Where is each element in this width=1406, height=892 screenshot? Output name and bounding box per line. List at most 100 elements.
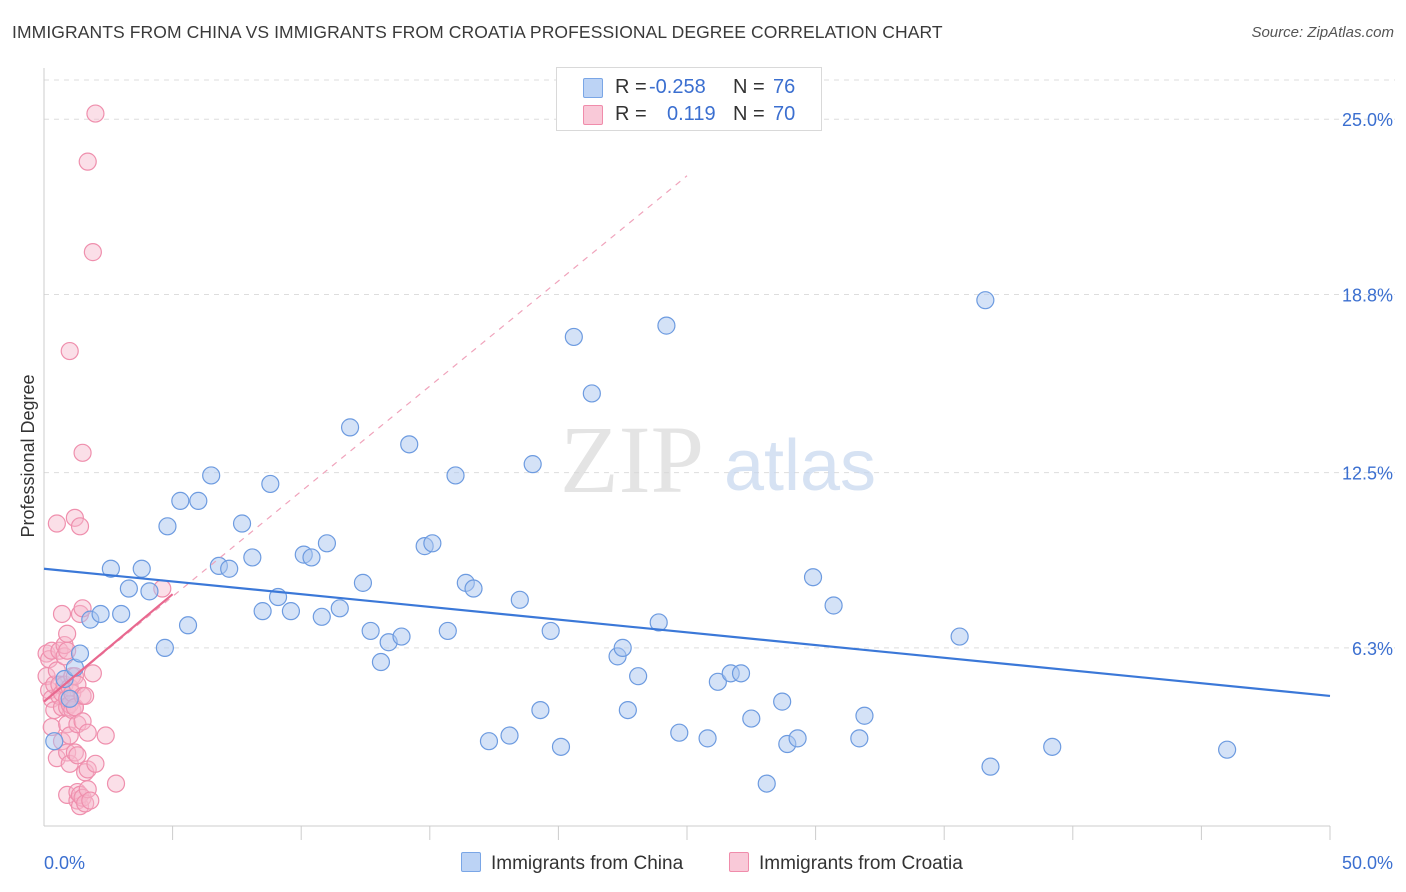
croatia-point — [86, 104, 105, 123]
croatia-n-value: 70 — [773, 103, 796, 125]
croatia-point — [70, 517, 90, 536]
china-point — [253, 602, 272, 621]
croatia-point — [81, 791, 100, 810]
china-point — [788, 729, 807, 748]
china-r-label: R = — [615, 76, 647, 98]
china-point — [119, 579, 138, 598]
china-point — [317, 534, 337, 553]
china-point — [824, 596, 843, 615]
china-point — [500, 726, 519, 745]
croatia-point — [73, 443, 92, 462]
china-point — [189, 491, 208, 510]
china-point — [618, 700, 637, 720]
china-point — [773, 692, 792, 711]
china-point — [202, 466, 221, 485]
china-point — [70, 644, 90, 663]
china-point — [158, 517, 177, 536]
croatia-point — [52, 604, 72, 624]
x-tick-label: 50.0% — [1342, 853, 1393, 873]
china-point — [629, 667, 648, 686]
croatia-point — [65, 508, 84, 527]
croatia-point — [78, 780, 97, 799]
china-point — [132, 559, 151, 578]
legend-china-swatch — [461, 852, 481, 872]
china-point — [312, 607, 331, 626]
china-point — [232, 514, 252, 533]
china-r-value: -0.258 — [649, 76, 706, 98]
china-point — [302, 548, 321, 567]
china-point — [541, 621, 560, 641]
croatia-points — [37, 104, 172, 816]
croatia-point — [106, 774, 126, 793]
china-point — [371, 652, 391, 672]
croatia-point — [47, 514, 66, 533]
stats-row-croatia: R = 0.119 N = 70 — [557, 101, 821, 129]
trend-lines — [43, 175, 1331, 703]
china-point — [803, 568, 823, 587]
croatia-trend-line — [43, 593, 174, 703]
x-tick-label: 0.0% — [44, 853, 85, 873]
croatia-point — [83, 664, 102, 683]
china-point — [112, 604, 131, 624]
y-tick-label: 6.3% — [1352, 639, 1393, 659]
china-point — [613, 638, 632, 657]
croatia-point — [83, 243, 102, 262]
legend-item-croatia[interactable]: Immigrants from Croatia — [729, 852, 963, 875]
china-point — [1218, 740, 1237, 759]
china-point — [850, 729, 869, 748]
croatia-point — [50, 641, 69, 660]
croatia-point — [68, 746, 87, 765]
china-point — [731, 664, 751, 683]
china-n-value: 76 — [773, 76, 796, 98]
china-point — [670, 723, 689, 742]
china-point — [55, 669, 74, 689]
china-point — [464, 579, 483, 598]
china-point — [649, 613, 668, 632]
china-point — [742, 709, 761, 728]
croatia-point — [60, 341, 79, 361]
china-point — [60, 689, 79, 708]
croatia-r-label: R = — [615, 103, 647, 125]
stats-row-china: R = -0.258 N = 76 — [557, 74, 821, 102]
legend-item-china[interactable]: Immigrants from China — [461, 852, 683, 875]
china-point — [101, 559, 120, 578]
china-point — [140, 582, 159, 601]
y-tick-label: 12.5% — [1342, 464, 1393, 484]
china-point — [976, 291, 995, 310]
china-point — [220, 559, 239, 578]
china-point — [551, 737, 571, 756]
croatia-point — [73, 712, 92, 731]
legend-croatia-label: Immigrants from Croatia — [759, 853, 963, 874]
croatia-point — [76, 794, 95, 813]
legend-croatia-swatch — [729, 852, 749, 872]
watermark-atlas: atlas — [724, 426, 876, 506]
croatia-point — [96, 726, 115, 745]
china-point — [708, 672, 727, 691]
china-point — [446, 466, 465, 485]
china-point — [438, 621, 457, 641]
china-point — [353, 573, 373, 592]
croatia-point — [86, 754, 105, 773]
source-credit: Source: ZipAtlas.com — [1251, 24, 1394, 41]
croatia-swatch — [583, 105, 603, 125]
legend-china-label: Immigrants from China — [491, 853, 684, 874]
china-point — [479, 732, 499, 751]
axes: 6.3% 12.5% 18.8% 25.0% 0.0% 50.0% — [43, 68, 1393, 873]
croatia-point — [78, 152, 97, 171]
china-point — [155, 638, 174, 657]
china-point — [45, 732, 64, 751]
china-point — [178, 616, 198, 635]
china-point — [400, 435, 419, 454]
china-point — [657, 316, 676, 335]
china-point — [510, 590, 529, 609]
china-n-label: N = — [733, 76, 765, 98]
china-point — [1043, 737, 1062, 756]
croatia-point — [58, 624, 77, 643]
china-point — [330, 599, 349, 618]
china-point — [361, 621, 380, 641]
china-point — [281, 602, 301, 621]
china-points — [45, 291, 1237, 793]
croatia-point — [65, 743, 84, 762]
china-point — [171, 491, 190, 510]
